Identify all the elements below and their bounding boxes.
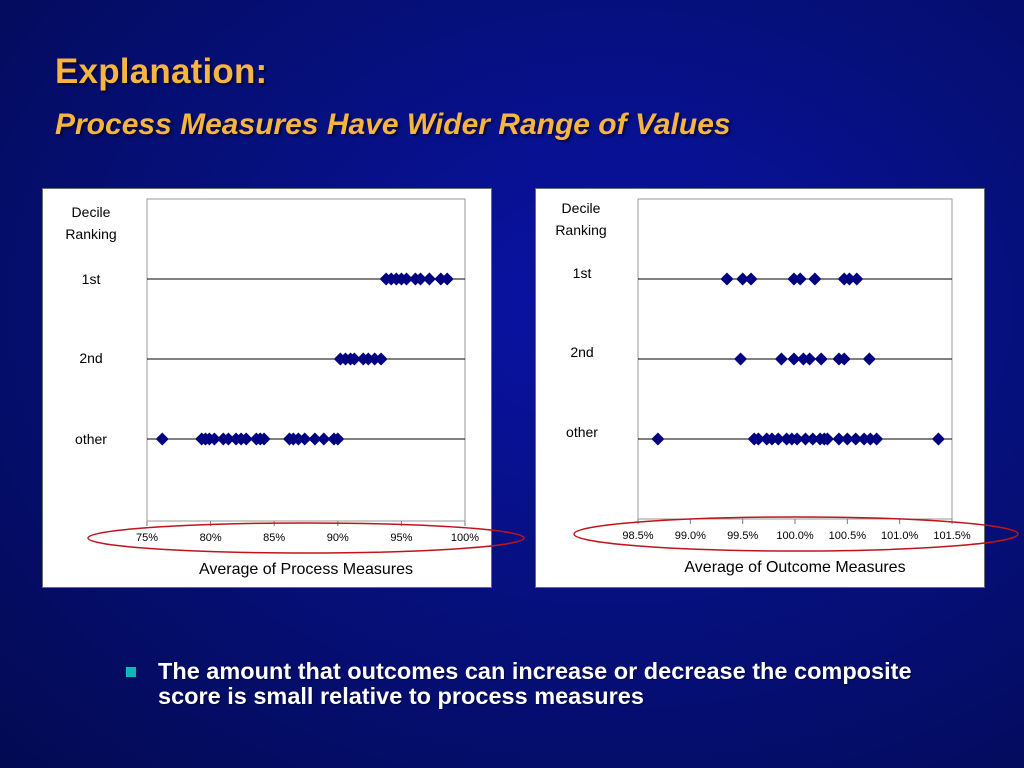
data-point — [840, 432, 854, 446]
data-point — [931, 432, 945, 446]
data-point — [374, 352, 388, 366]
bullet-marker — [126, 667, 136, 677]
x-tick-label: 99.5% — [727, 530, 758, 542]
x-tick-label: 85% — [263, 532, 285, 544]
data-point — [155, 432, 169, 446]
data-point — [207, 432, 221, 446]
x-tick-label: 90% — [327, 532, 349, 544]
category-label-1st: 1st — [573, 265, 592, 281]
outcome-measures-chart: Decile Ranking Average of Outcome Measur… — [535, 188, 985, 588]
y-axis-title-line2: Ranking — [555, 222, 606, 238]
category-label-2nd: 2nd — [570, 344, 593, 360]
x-tick-label: 75% — [136, 532, 158, 544]
data-point — [399, 272, 413, 286]
outcome-measures-plot: Decile Ranking Average of Outcome Measur… — [555, 198, 971, 576]
x-tick-label: 100% — [451, 532, 479, 544]
data-point — [744, 272, 758, 286]
x-tick-label: 80% — [200, 532, 222, 544]
data-point — [771, 432, 785, 446]
data-point — [734, 352, 748, 366]
data-point — [870, 432, 884, 446]
data-point — [862, 352, 876, 366]
data-point — [798, 432, 812, 446]
x-tick-label: 101.0% — [881, 530, 919, 542]
data-point — [849, 432, 863, 446]
x-tick-label: 100.0% — [776, 530, 814, 542]
process-measures-chart: Decile Ranking Average of Process Measur… — [42, 188, 492, 588]
process-measures-plot: Decile Ranking Average of Process Measur… — [65, 198, 479, 578]
data-point — [257, 432, 271, 446]
data-point — [790, 432, 804, 446]
x-tick-label: 99.0% — [675, 530, 706, 542]
data-point — [413, 272, 427, 286]
data-point — [837, 352, 851, 366]
category-label-other: other — [566, 424, 598, 440]
data-point — [814, 352, 828, 366]
data-point — [793, 272, 807, 286]
x-axis-title: Average of Process Measures — [199, 561, 413, 578]
data-point — [331, 432, 345, 446]
data-point — [651, 432, 665, 446]
data-point — [347, 352, 361, 366]
category-label-other: other — [75, 431, 107, 447]
slide-title: Explanation: — [55, 52, 268, 91]
data-point — [850, 272, 864, 286]
data-point — [440, 272, 454, 286]
x-axis-title: Average of Outcome Measures — [684, 559, 905, 576]
data-point — [820, 432, 834, 446]
x-tick-label: 101.5% — [933, 530, 971, 542]
y-axis-title-line1: Decile — [72, 204, 111, 220]
y-axis-title-line2: Ranking — [65, 226, 116, 242]
data-point — [832, 432, 846, 446]
data-point — [774, 352, 788, 366]
y-axis-title-line1: Decile — [562, 200, 601, 216]
data-point — [806, 432, 820, 446]
data-point — [787, 352, 801, 366]
data-point — [720, 272, 734, 286]
data-point — [298, 432, 312, 446]
slide-subtitle: Process Measures Have Wider Range of Val… — [55, 108, 731, 141]
x-tick-label: 98.5% — [622, 530, 653, 542]
category-label-2nd: 2nd — [79, 350, 102, 366]
data-point — [842, 272, 856, 286]
x-tick-label: 100.5% — [829, 530, 867, 542]
plot-area — [146, 198, 466, 522]
data-point — [736, 272, 750, 286]
data-point — [221, 432, 235, 446]
data-point — [308, 432, 322, 446]
bullet-text: The amount that outcomes can increase or… — [158, 658, 912, 709]
x-tick-label: 95% — [390, 532, 412, 544]
data-point — [422, 272, 436, 286]
data-point — [239, 432, 253, 446]
data-point — [317, 432, 331, 446]
data-point — [751, 432, 765, 446]
data-point — [808, 272, 822, 286]
data-point — [803, 352, 817, 366]
category-label-1st: 1st — [82, 271, 101, 287]
